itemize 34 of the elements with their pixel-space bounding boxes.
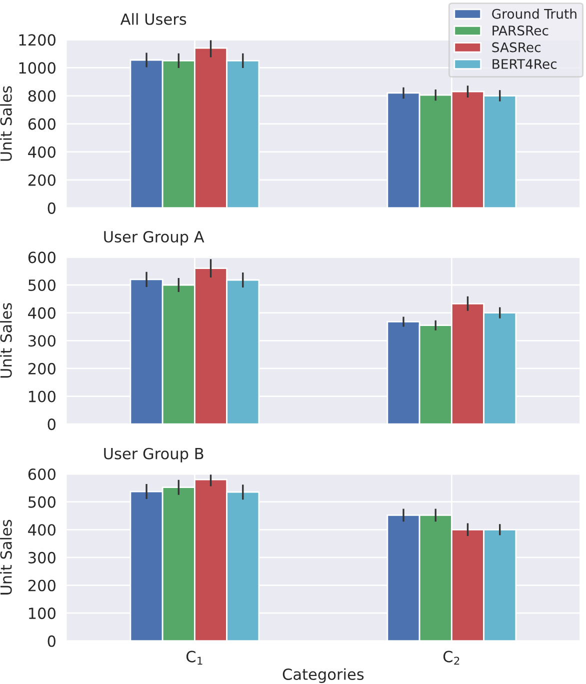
x-tick-label: C$_{2}$ — [443, 650, 460, 665]
y-axis-title: Unit Sales — [0, 520, 12, 594]
y-tick-label: 1200 — [19, 34, 56, 46]
x-axis-title: Categories — [282, 668, 364, 683]
legend-label: SASRec — [492, 42, 540, 52]
x-tick-label: C$_{1}$ — [186, 650, 202, 665]
y-tick-label: 100 — [29, 390, 56, 402]
y-axis-title: Unit Sales — [0, 86, 12, 161]
y-tick-label: 0 — [48, 418, 56, 430]
y-tick-label: 100 — [29, 608, 56, 620]
legend-label: BERT4Rec — [492, 59, 557, 69]
chart-title: User Group B — [104, 448, 204, 462]
y-tick-label: 800 — [28, 90, 56, 102]
y-tick-label: 200 — [28, 362, 56, 374]
y-tick-label: 600 — [28, 468, 56, 480]
y-tick-label: 400 — [28, 307, 56, 319]
y-tick-label: 500 — [28, 279, 56, 292]
y-tick-label: 400 — [28, 524, 56, 536]
legend-label: Ground Truth — [492, 8, 576, 19]
y-tick-label: 300 — [28, 552, 56, 564]
y-tick-label: 0 — [48, 635, 56, 647]
chart-title: All Users — [120, 13, 186, 25]
y-tick-label: 300 — [28, 335, 56, 347]
y-tick-label: 200 — [28, 580, 56, 592]
y-axis-title: Unit Sales — [0, 303, 12, 378]
y-tick-label: 200 — [28, 174, 56, 186]
y-tick-label: 0 — [48, 202, 56, 214]
y-tick-label: 500 — [28, 496, 56, 508]
y-tick-label: 600 — [28, 118, 56, 130]
legend-label: PARSRec — [492, 26, 548, 36]
chart-title: User Group A — [104, 230, 204, 246]
y-tick-label: 1000 — [19, 62, 56, 74]
y-tick-label: 400 — [28, 146, 56, 158]
y-tick-label: 600 — [28, 252, 56, 264]
